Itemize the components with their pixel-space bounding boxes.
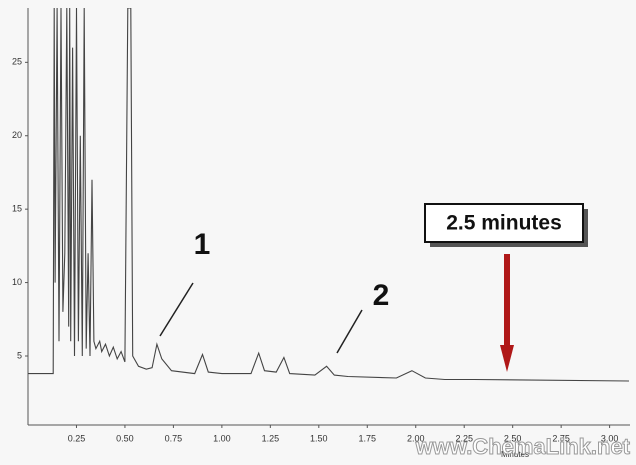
callout-box — [424, 203, 584, 243]
callout-text: 2.5 minutes — [446, 212, 562, 235]
x-tick-label: 2.75 — [552, 433, 570, 443]
annotation-line — [159, 282, 194, 337]
y-tick-label: 20 — [12, 130, 22, 140]
y-tick-label: 15 — [12, 204, 22, 214]
x-tick-label: 1.75 — [359, 433, 377, 443]
data-line — [28, 8, 630, 382]
annotation-line — [336, 309, 363, 354]
peak-label: 1 — [194, 228, 211, 261]
x-tick-label: 1.50 — [310, 433, 328, 443]
x-axis-label: Minutes — [501, 450, 529, 459]
arrow-head — [500, 345, 514, 372]
watermark: www.ChemaLink.net — [415, 434, 631, 459]
x-tick-label: 2.50 — [504, 433, 522, 443]
x-tick-label: 1.25 — [262, 433, 280, 443]
arrow-shaft — [504, 254, 510, 350]
x-tick-label: 0.75 — [165, 433, 183, 443]
x-tick-label: 1.00 — [213, 433, 231, 443]
x-tick-label: 0.50 — [116, 433, 134, 443]
y-tick-label: 10 — [12, 277, 22, 287]
y-tick-label: 5 — [17, 350, 22, 360]
x-tick-label: 0.25 — [68, 433, 86, 443]
x-tick-label: 2.00 — [407, 433, 425, 443]
x-tick-label: 2.25 — [455, 433, 473, 443]
y-tick-label: 25 — [12, 57, 22, 67]
peak-label: 2 — [373, 279, 390, 312]
x-tick-label: 3.00 — [601, 433, 619, 443]
